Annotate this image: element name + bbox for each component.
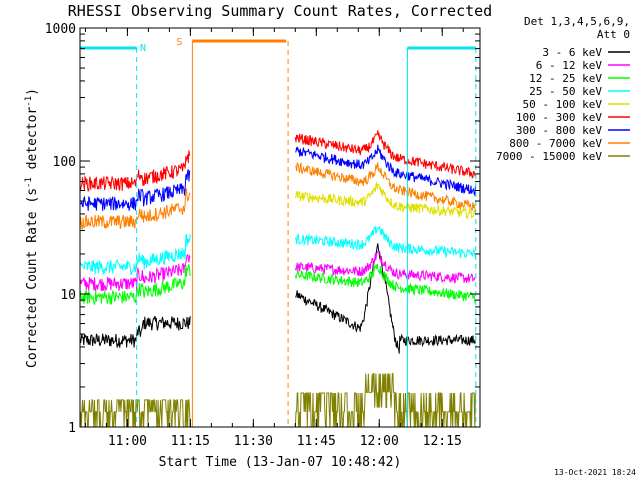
series-line — [79, 373, 476, 428]
x-tick-label: 12:00 — [360, 434, 399, 449]
y-tick-label: 1000 — [45, 22, 76, 37]
legend-header-line: Det 1,3,4,5,6,9, — [524, 15, 630, 28]
legend-label: 300 - 800 keV — [516, 124, 602, 137]
y-label-superscript: -1 — [24, 96, 34, 107]
y-label-superscript: -1 — [24, 177, 34, 188]
x-tick-label: 12:15 — [423, 434, 462, 449]
series-line — [79, 243, 476, 354]
series-line — [79, 225, 476, 276]
legend-header-line: Att 0 — [597, 28, 630, 41]
x-tick-label: 11:45 — [297, 434, 336, 449]
x-axis-label: Start Time (13-Jan-07 10:48:42) — [159, 455, 402, 470]
y-tick-label: 10 — [60, 288, 76, 303]
series-line — [79, 130, 476, 193]
saa-marker-label: S — [176, 37, 182, 48]
legend-label: 6 - 12 keV — [536, 59, 603, 72]
y-label-part: Corrected Count Rate (s — [25, 188, 40, 368]
legend-header: Det 1,3,4,5,6,9, Att 0 — [524, 15, 630, 41]
y-tick-label: 100 — [53, 155, 76, 170]
x-tick-label: 11:15 — [171, 434, 210, 449]
legend-label: 800 - 7000 keV — [509, 137, 602, 150]
legend-label: 25 - 50 keV — [529, 85, 602, 98]
legend-label: 100 - 300 keV — [516, 111, 602, 124]
legend-label: 12 - 25 keV — [529, 72, 602, 85]
x-tick-label: 11:00 — [108, 434, 147, 449]
series-line — [79, 263, 476, 306]
chart-title: RHESSI Observing Summary Count Rates, Co… — [68, 2, 492, 20]
night-marker-label: N — [140, 43, 146, 54]
plot-frame — [79, 27, 481, 428]
legend-label: 3 - 6 keV — [542, 46, 602, 59]
legend-label: 7000 - 15000 keV — [496, 150, 602, 163]
plot-area: NS — [79, 37, 477, 428]
footer-date: 13-Oct-2021 18:24 — [554, 468, 636, 477]
y-label-part: detector — [25, 107, 40, 178]
legend-label: 50 - 100 keV — [523, 98, 603, 111]
x-tick-label: 11:30 — [234, 434, 273, 449]
series-line — [79, 144, 476, 211]
y-axis: 1 10 100 1000 — [45, 22, 480, 436]
series-line — [79, 161, 476, 231]
y-tick-label: 1 — [68, 421, 76, 436]
y-axis-label: Corrected Count Rate (s-1 detector-1) — [24, 88, 40, 368]
y-label-part: ) — [25, 88, 40, 96]
series-line — [79, 250, 476, 292]
series-line — [294, 181, 476, 220]
x-axis: 11:00 11:15 11:30 11:45 12:00 12:15 — [84, 28, 464, 449]
